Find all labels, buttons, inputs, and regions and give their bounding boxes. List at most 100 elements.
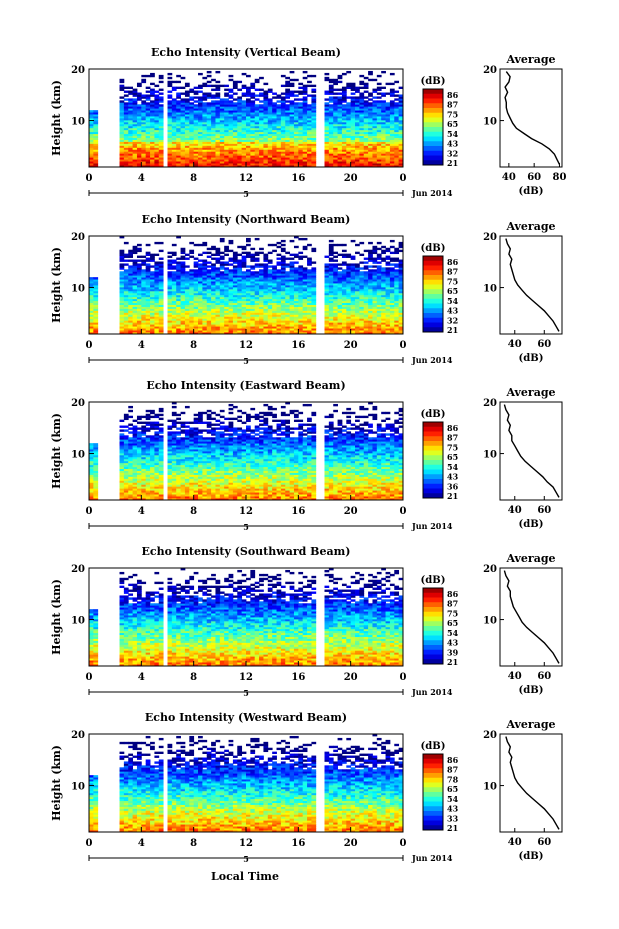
- heatmap-cell: [293, 119, 299, 123]
- heatmap-cell: [241, 114, 247, 117]
- heatmap-cell: [119, 123, 125, 127]
- heatmap-cell: [136, 114, 142, 117]
- heatmap-cell: [136, 300, 142, 304]
- profile-x-tick-label: 80: [553, 172, 567, 183]
- heatmap-cell: [154, 261, 160, 264]
- heatmap-cell: [171, 163, 177, 166]
- heatmap-cell: [250, 145, 256, 148]
- heatmap-cell: [259, 283, 264, 286]
- heatmap-cell: [324, 114, 330, 117]
- heatmap-cell: [193, 121, 199, 125]
- heatmap-cell: [250, 131, 256, 135]
- heatmap-cell: [206, 112, 212, 115]
- heatmap-cell: [376, 318, 382, 321]
- heatmap-cell: [302, 110, 308, 113]
- heatmap-cell: [123, 108, 129, 111]
- heatmap-cell: [89, 281, 94, 284]
- heatmap-cell: [363, 322, 369, 325]
- heatmap-cell: [311, 286, 317, 290]
- heatmap-cell: [285, 277, 291, 280]
- heatmap-cell: [355, 288, 360, 292]
- heatmap-cell: [167, 306, 173, 309]
- heatmap-cell: [241, 135, 247, 138]
- heatmap-cell: [224, 84, 229, 88]
- heatmap-cell: [150, 288, 155, 292]
- heatmap-cell: [254, 98, 260, 101]
- heatmap-cell: [167, 129, 173, 133]
- y-tick-label: 10: [71, 117, 85, 128]
- heatmap-cell: [346, 121, 352, 125]
- heatmap-cell: [372, 100, 378, 103]
- heatmap-cell: [350, 96, 356, 99]
- heatmap-cell: [171, 267, 177, 270]
- heatmap-cell: [246, 326, 251, 329]
- heatmap-cell: [285, 110, 291, 113]
- heatmap-cell: [150, 74, 155, 78]
- heatmap-cell: [359, 121, 365, 125]
- heatmap-cell: [119, 80, 125, 84]
- heatmap-cell: [128, 277, 134, 280]
- heatmap-cell: [272, 92, 277, 95]
- heatmap-cell: [293, 133, 299, 137]
- heatmap-cell: [224, 104, 229, 107]
- heatmap-cell: [276, 306, 282, 309]
- heatmap-cell: [176, 100, 181, 103]
- heatmap-cell: [219, 328, 225, 331]
- heatmap-cell: [141, 286, 147, 290]
- heatmap-cell: [123, 114, 129, 117]
- heatmap-cell: [193, 330, 199, 333]
- heatmap-cell: [346, 263, 352, 266]
- heatmap-cell: [241, 285, 247, 288]
- heatmap-cell: [211, 108, 216, 111]
- heatmap-cell: [280, 116, 286, 119]
- heatmap-cell: [180, 163, 186, 166]
- heatmap-cell: [250, 302, 256, 305]
- heatmap-cell: [293, 114, 299, 117]
- heatmap-cell: [280, 153, 286, 156]
- heatmap-cell: [206, 80, 212, 84]
- heatmap-cell: [184, 253, 190, 256]
- heatmap-cell: [141, 163, 147, 166]
- heatmap-cell: [167, 141, 173, 144]
- heatmap-cell: [232, 318, 238, 321]
- heatmap-cell: [376, 118, 382, 121]
- heatmap-cell: [359, 271, 365, 274]
- heatmap-cell: [228, 131, 234, 135]
- heatmap-cell: [246, 292, 251, 296]
- heatmap-cell: [176, 96, 181, 99]
- heatmap-cell: [398, 141, 404, 144]
- heatmap-cell: [171, 121, 177, 125]
- heatmap-cell: [324, 127, 330, 131]
- heatmap-cell: [389, 304, 395, 307]
- heatmap-cell: [128, 253, 134, 256]
- heatmap-cell: [355, 116, 360, 119]
- heatmap-cell: [215, 108, 221, 111]
- heatmap-cell: [280, 98, 286, 101]
- heatmap-cell: [324, 267, 330, 270]
- heatmap-cell: [398, 123, 404, 127]
- heatmap-cell: [363, 82, 369, 86]
- heatmap-cell: [280, 288, 286, 292]
- heatmap-cell: [228, 332, 234, 335]
- heatmap-cell: [254, 114, 260, 117]
- heatmap-cell: [376, 269, 382, 272]
- heatmap-cell: [136, 118, 142, 121]
- heatmap-cell: [154, 98, 160, 101]
- heatmap-cell: [307, 106, 312, 109]
- heatmap-cell: [389, 239, 395, 243]
- heatmap-cell: [363, 104, 369, 107]
- heatmap-cell: [363, 332, 369, 335]
- heatmap-cell: [307, 310, 312, 313]
- heatmap-cell: [389, 145, 395, 148]
- heatmap-cell: [285, 263, 291, 266]
- heatmap-cell: [150, 82, 155, 86]
- heatmap-cell: [289, 108, 295, 111]
- heatmap-cell: [280, 300, 286, 304]
- heatmap-cell: [276, 118, 282, 121]
- heatmap-cell: [224, 279, 229, 282]
- heatmap-cell: [128, 112, 134, 115]
- heatmap-cell: [363, 304, 369, 307]
- heatmap-cell: [193, 312, 199, 315]
- heatmap-cell: [89, 290, 94, 294]
- heatmap-cell: [359, 147, 365, 150]
